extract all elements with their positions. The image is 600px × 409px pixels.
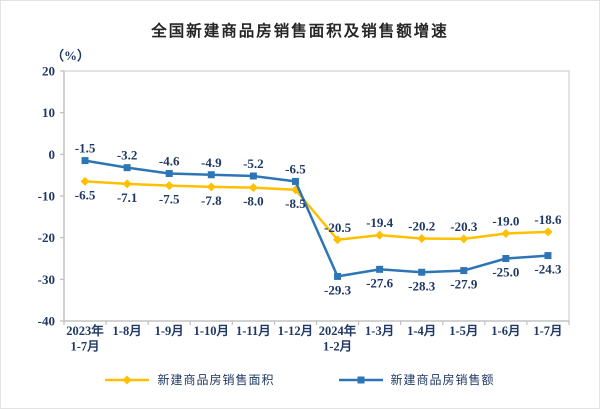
svg-text:-27.9: -27.9	[450, 277, 478, 292]
svg-text:-1.5: -1.5	[75, 141, 96, 156]
x-axis-ticks	[63, 321, 570, 325]
svg-text:10: 10	[42, 105, 55, 120]
svg-text:1-4月: 1-4月	[407, 324, 436, 338]
svg-text:2024年: 2024年	[319, 323, 357, 338]
svg-text:-30: -30	[38, 272, 55, 287]
svg-text:-20.2: -20.2	[408, 219, 435, 234]
legend-label-sales-amount: 新建商品房销售额	[390, 373, 495, 387]
svg-text:-3.2: -3.2	[117, 148, 138, 163]
svg-text:1-8月: 1-8月	[113, 324, 142, 338]
legend-line-square-icon	[338, 374, 383, 386]
data-labels: -6.5 -7.1 -7.5 -7.8 -8.0 -8.5-20.5 -19.4 -20.2-…	[75, 141, 562, 298]
x-axis-labels: 2023年 1-7月 1-8月 1-9月 1-10月 1-11月 1-12月 2024年 1-2…	[66, 323, 562, 354]
svg-text:1-6月: 1-6月	[491, 324, 520, 338]
svg-text:1-7月: 1-7月	[70, 340, 99, 354]
svg-text:1-7月: 1-7月	[533, 324, 562, 338]
legend-item-sales-area: 新建商品房销售面积	[105, 371, 274, 388]
svg-text:-8.0: -8.0	[243, 194, 264, 209]
y-axis-unit-label: （%）	[51, 48, 91, 63]
svg-text:1-10月: 1-10月	[194, 324, 229, 338]
svg-text:-8.5: -8.5	[285, 196, 306, 211]
svg-text:-20: -20	[38, 230, 55, 245]
svg-text:-28.3: -28.3	[408, 278, 436, 293]
svg-text:0: 0	[49, 147, 56, 162]
svg-text:-7.5: -7.5	[159, 192, 180, 207]
svg-text:-24.3: -24.3	[534, 262, 562, 277]
svg-text:-7.8: -7.8	[201, 193, 222, 208]
svg-text:-20.5: -20.5	[324, 220, 352, 235]
chart-title: 全国新建商品房销售面积及销售额增速	[151, 23, 449, 40]
svg-text:1-12月: 1-12月	[278, 324, 313, 338]
svg-text:-25.0: -25.0	[492, 265, 519, 280]
y-axis-ticks: 20 10 0 -10 -20 -30 -40	[38, 64, 64, 329]
svg-text:-4.9: -4.9	[201, 155, 222, 170]
svg-text:-6.5: -6.5	[75, 187, 96, 202]
series-line-0	[80, 176, 553, 245]
svg-text:-6.5: -6.5	[285, 161, 306, 176]
svg-text:-10: -10	[38, 189, 55, 204]
svg-text:-4.6: -4.6	[159, 154, 180, 169]
svg-text:1-9月: 1-9月	[155, 324, 184, 338]
svg-text:-20.3: -20.3	[450, 219, 478, 234]
svg-text:1-11月: 1-11月	[236, 324, 271, 338]
svg-text:-40: -40	[38, 314, 55, 329]
plot-area-border	[63, 70, 570, 322]
chart-legend: 新建商品房销售面积 新建商品房销售额	[1, 371, 599, 388]
line-chart-plot: 20 10 0 -10 -20 -30 -40 2023年 1-7月 1-8月 1-9月 1-10月 1…	[38, 64, 570, 354]
legend-item-sales-amount: 新建商品房销售额	[338, 371, 495, 388]
svg-text:-19.0: -19.0	[492, 214, 519, 229]
svg-text:2023年: 2023年	[66, 323, 104, 338]
svg-text:-27.6: -27.6	[366, 275, 394, 290]
svg-text:1-5月: 1-5月	[449, 324, 478, 338]
svg-text:-18.6: -18.6	[534, 212, 562, 227]
svg-text:-19.4: -19.4	[366, 215, 394, 230]
svg-text:20: 20	[42, 64, 55, 79]
legend-label-sales-area: 新建商品房销售面积	[157, 373, 275, 387]
svg-text:-7.1: -7.1	[117, 190, 138, 205]
legend-line-diamond-icon	[105, 374, 150, 386]
svg-text:1-2月: 1-2月	[323, 340, 352, 354]
svg-text:-5.2: -5.2	[243, 156, 264, 171]
svg-text:1-3月: 1-3月	[365, 324, 394, 338]
svg-text:-29.3: -29.3	[324, 282, 352, 297]
series-line-1	[81, 157, 552, 280]
